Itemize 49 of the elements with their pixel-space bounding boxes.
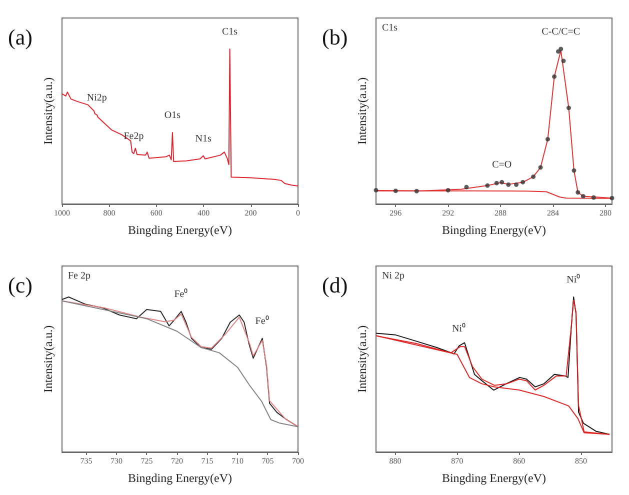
- chart-title: (d): [322, 272, 348, 298]
- annotation: Ni⁰: [452, 322, 466, 334]
- x-tick-label: 0: [296, 208, 300, 218]
- annotation: Fe⁰: [174, 288, 188, 300]
- x-tick-label: 720: [170, 456, 183, 466]
- x-tick-label: 400: [198, 208, 210, 218]
- x-tick-label: 700: [292, 456, 304, 466]
- x-tick-label: 1000: [54, 208, 70, 218]
- text: Ni 2p: [382, 270, 404, 282]
- x-tick-label: 288: [494, 208, 507, 218]
- annotation: Ni2p: [86, 92, 107, 104]
- x-tick-label: 730: [110, 456, 122, 466]
- annotation: Fe⁰: [255, 314, 270, 327]
- text: Fe 2p: [68, 270, 90, 282]
- x-tick-label: 280: [599, 208, 612, 218]
- chart-title: (b): [322, 24, 348, 50]
- x-axis-title: Bingding Energy(eV): [128, 471, 232, 485]
- annotation: C=O: [492, 160, 512, 171]
- annotation: Ni⁰: [566, 274, 581, 286]
- y-axis-title: Intensity(a.u.): [41, 325, 55, 393]
- x-tick-label: 725: [140, 456, 153, 466]
- x-axis-title: Bingding Energy(eV): [442, 471, 546, 485]
- chart-title: (a): [8, 24, 32, 50]
- x-tick-label: 880: [389, 456, 402, 466]
- x-tick-label: 800: [103, 208, 116, 218]
- annotation: C1s: [222, 26, 238, 38]
- text: C1s: [382, 22, 398, 34]
- x-tick-label: 735: [80, 456, 92, 466]
- annotation: Fe2p: [124, 131, 144, 142]
- x-tick-label: 292: [442, 208, 454, 218]
- x-tick-label: 284: [547, 208, 559, 218]
- x-axis-title: Bingding Energy(eV): [128, 223, 232, 237]
- x-tick-label: 870: [451, 456, 464, 466]
- x-tick-label: 200: [244, 208, 257, 218]
- x-tick-label: 710: [231, 456, 244, 466]
- x-tick-label: 600: [150, 208, 162, 218]
- annotation: N1s: [195, 133, 212, 144]
- y-axis-title: Intensity(a.u.): [355, 77, 369, 145]
- x-axis-title: Bingding Energy(eV): [442, 223, 546, 237]
- x-tick-label: 850: [575, 456, 588, 466]
- annotation: O1s: [164, 110, 181, 122]
- x-tick-label: 715: [201, 456, 214, 466]
- x-tick-label: 705: [262, 456, 274, 466]
- x-tick-label: 860: [513, 456, 526, 466]
- x-tick-label: 296: [390, 208, 402, 218]
- y-axis-title: Intensity(a.u.): [41, 77, 55, 145]
- annotation: C-C/C=C: [542, 26, 580, 38]
- y-axis-title: Intensity(a.u.): [355, 325, 369, 393]
- chart-title: (c): [8, 272, 32, 298]
